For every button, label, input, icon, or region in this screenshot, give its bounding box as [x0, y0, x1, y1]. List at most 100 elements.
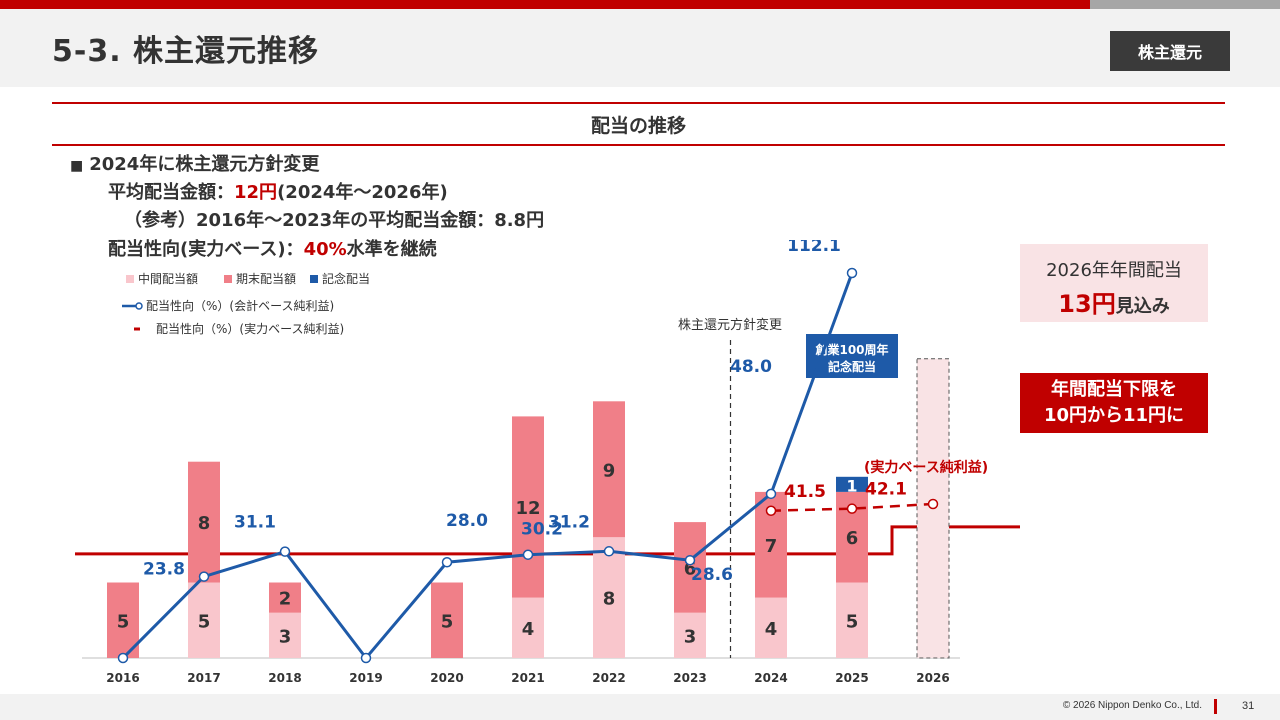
x-tick-2020: 2020: [430, 671, 463, 685]
bullet-square-icon: ■: [70, 158, 84, 174]
point-payout-accounting-2023: [684, 554, 696, 566]
x-tick-2017: 2017: [187, 671, 220, 685]
policy-line-1: ■ 2024年に株主還元方針変更: [70, 150, 319, 176]
bar-label-final-2022: 9: [603, 460, 616, 481]
subtitle-top-rule: [52, 102, 1225, 104]
legend-payout-real-label: 配当性向（%）(実力ベース純利益): [156, 321, 344, 336]
bar-label-final-2024: 7: [765, 536, 778, 557]
legend-commemorative-label: 記念配当: [322, 271, 370, 286]
x-tick-2021: 2021: [511, 671, 544, 685]
x-tick-2018: 2018: [268, 671, 301, 685]
policy-line-4-prefix: 配当性向(実力ベース)：: [108, 239, 304, 260]
x-tick-2016: 2016: [106, 671, 139, 685]
floor-line-1: 年間配当下限を: [1051, 379, 1177, 400]
header-band: [0, 9, 1280, 87]
chart-subtitle: 配当の推移: [590, 114, 686, 137]
page-title: 5-3. 株主還元推移: [52, 34, 320, 69]
legend-payout-accounting-marker: [135, 302, 143, 310]
bar-label-interim-2025: 5: [846, 611, 859, 632]
policy-line-2-value: 12円: [234, 182, 278, 203]
policy-line-2: 平均配当金額：12円(2024年～2026年): [108, 178, 448, 204]
forecast-value: 13円: [1058, 290, 1116, 318]
centennial-callout-line-2: 記念配当: [828, 359, 876, 374]
bar-label-final-2016: 5: [117, 611, 130, 632]
bar-label-final-2021: 12: [515, 498, 540, 519]
x-tick-2019: 2019: [349, 671, 382, 685]
policy-line-2-prefix: 平均配当金額：: [108, 182, 234, 203]
line-payout-accounting: [121, 272, 854, 661]
policy-change-label: 株主還元方針変更: [678, 317, 782, 333]
label-payout-accounting-2023: 28.6: [691, 565, 733, 585]
forecast-line-1: 2026年年間配当: [1046, 260, 1182, 281]
point-payout-accounting-2016: [117, 652, 129, 664]
policy-line-3: （参考）2016年～2023年の平均配当金額：8.8円: [124, 210, 545, 231]
policy-line-4-suffix: 水準を継続: [346, 239, 437, 260]
bar-label-final-2025: 6: [846, 528, 859, 549]
bar-label-interim-2018: 3: [279, 626, 292, 647]
bar-interim-2018: [269, 612, 301, 658]
point-payout-accounting-2021: [522, 549, 534, 560]
label-payout-accounting-2020: 28.0: [446, 511, 488, 531]
bar-final-2020: [431, 582, 463, 658]
legend-final-swatch: [224, 275, 232, 283]
top-accent-bar: [0, 0, 1090, 9]
label-payout-real-2025: 42.1: [865, 480, 907, 500]
section-tag: 株主還元: [1110, 31, 1230, 71]
legend-payout-accounting-label: 配当性向（%）(会計ベース純利益): [146, 298, 334, 313]
bar-commemorative-2025: [836, 476, 868, 492]
bar-interim-2017: [188, 582, 220, 658]
x-tick-2022: 2022: [592, 671, 625, 685]
real-basis-annotation: (実力ベース純利益): [864, 459, 988, 476]
bar-final-2023: [674, 522, 706, 613]
footer-divider: [1214, 699, 1217, 714]
reference-line-dividend-floor: [75, 525, 1020, 556]
forecast-suffix: 見込み: [1115, 296, 1170, 317]
legend-commemorative-swatch: [310, 275, 318, 283]
policy-line-4-value: 40%: [303, 239, 347, 260]
point-payout-accounting-2022: [603, 546, 615, 557]
subtitle-bottom-rule: [52, 144, 1225, 146]
legend-final-label: 期末配当額: [236, 272, 296, 286]
label-payout-accounting-2025: 112.1: [787, 240, 841, 256]
bar-label-final-2018: 2: [279, 589, 292, 610]
point-payout-real-2025: [846, 503, 858, 514]
footer-band: [0, 694, 1280, 720]
legend-interim-label: 中間配当額: [138, 271, 198, 286]
label-payout-accounting-2024: 48.0: [730, 357, 772, 377]
x-tick-2023: 2023: [673, 671, 706, 685]
dividend-floor-callout: 年間配当下限を 10円から11円に: [1020, 373, 1208, 433]
bar-interim-2025: [836, 582, 868, 658]
top-gray-bar: [1090, 0, 1280, 9]
label-payout-accounting-2018: 31.1: [234, 513, 276, 533]
point-payout-accounting-2020: [441, 556, 453, 568]
bar-interim-2024: [755, 597, 787, 658]
copyright: © 2026 Nippon Denko Co., Ltd.: [1062, 700, 1202, 711]
policy-line-4: 配当性向(実力ベース)：40%水準を継続: [108, 235, 437, 261]
centennial-callout-line-1: 創業100周年: [814, 342, 888, 357]
policy-line-2-suffix: (2024年～2026年): [277, 182, 448, 203]
bar-label-final-2017: 8: [198, 513, 211, 534]
label-payout-accounting-2021: 30.2: [521, 520, 563, 540]
x-tick-2024: 2024: [754, 671, 787, 685]
bar-label-interim-2022: 8: [603, 589, 616, 610]
label-payout-real-2024: 41.5: [784, 482, 826, 502]
bar-interim-2022: [593, 537, 625, 658]
bar-final-2021: [512, 416, 544, 598]
x-tick-2025: 2025: [835, 671, 868, 685]
bar-label-final-2020: 5: [441, 611, 454, 632]
floor-line-2: 10円から11円に: [1043, 405, 1185, 426]
bar-label-commemorative-2025: 1: [846, 476, 857, 495]
bar-label-interim-2021: 4: [522, 619, 535, 640]
point-payout-real-2024: [765, 505, 777, 516]
label-payout-accounting-2017: 23.8: [143, 560, 185, 580]
bar-final-2017: [188, 461, 220, 583]
bar-label-interim-2017: 5: [198, 611, 211, 632]
dividend-chart: 5 2016 5 8 2017 3 2 2018 2019 5 2020 4 12 2021 8 9 2022 3…: [75, 240, 1020, 685]
point-payout-accounting-2024: [765, 488, 777, 500]
point-payout-accounting-2017: [198, 571, 210, 582]
point-payout-real-2026: [927, 498, 939, 510]
bar-interim-2023: [674, 612, 706, 658]
bar-interim-2021: [512, 597, 544, 658]
bar-final-2022: [593, 401, 625, 538]
forecast-line-2: 13円見込み: [1020, 284, 1208, 319]
